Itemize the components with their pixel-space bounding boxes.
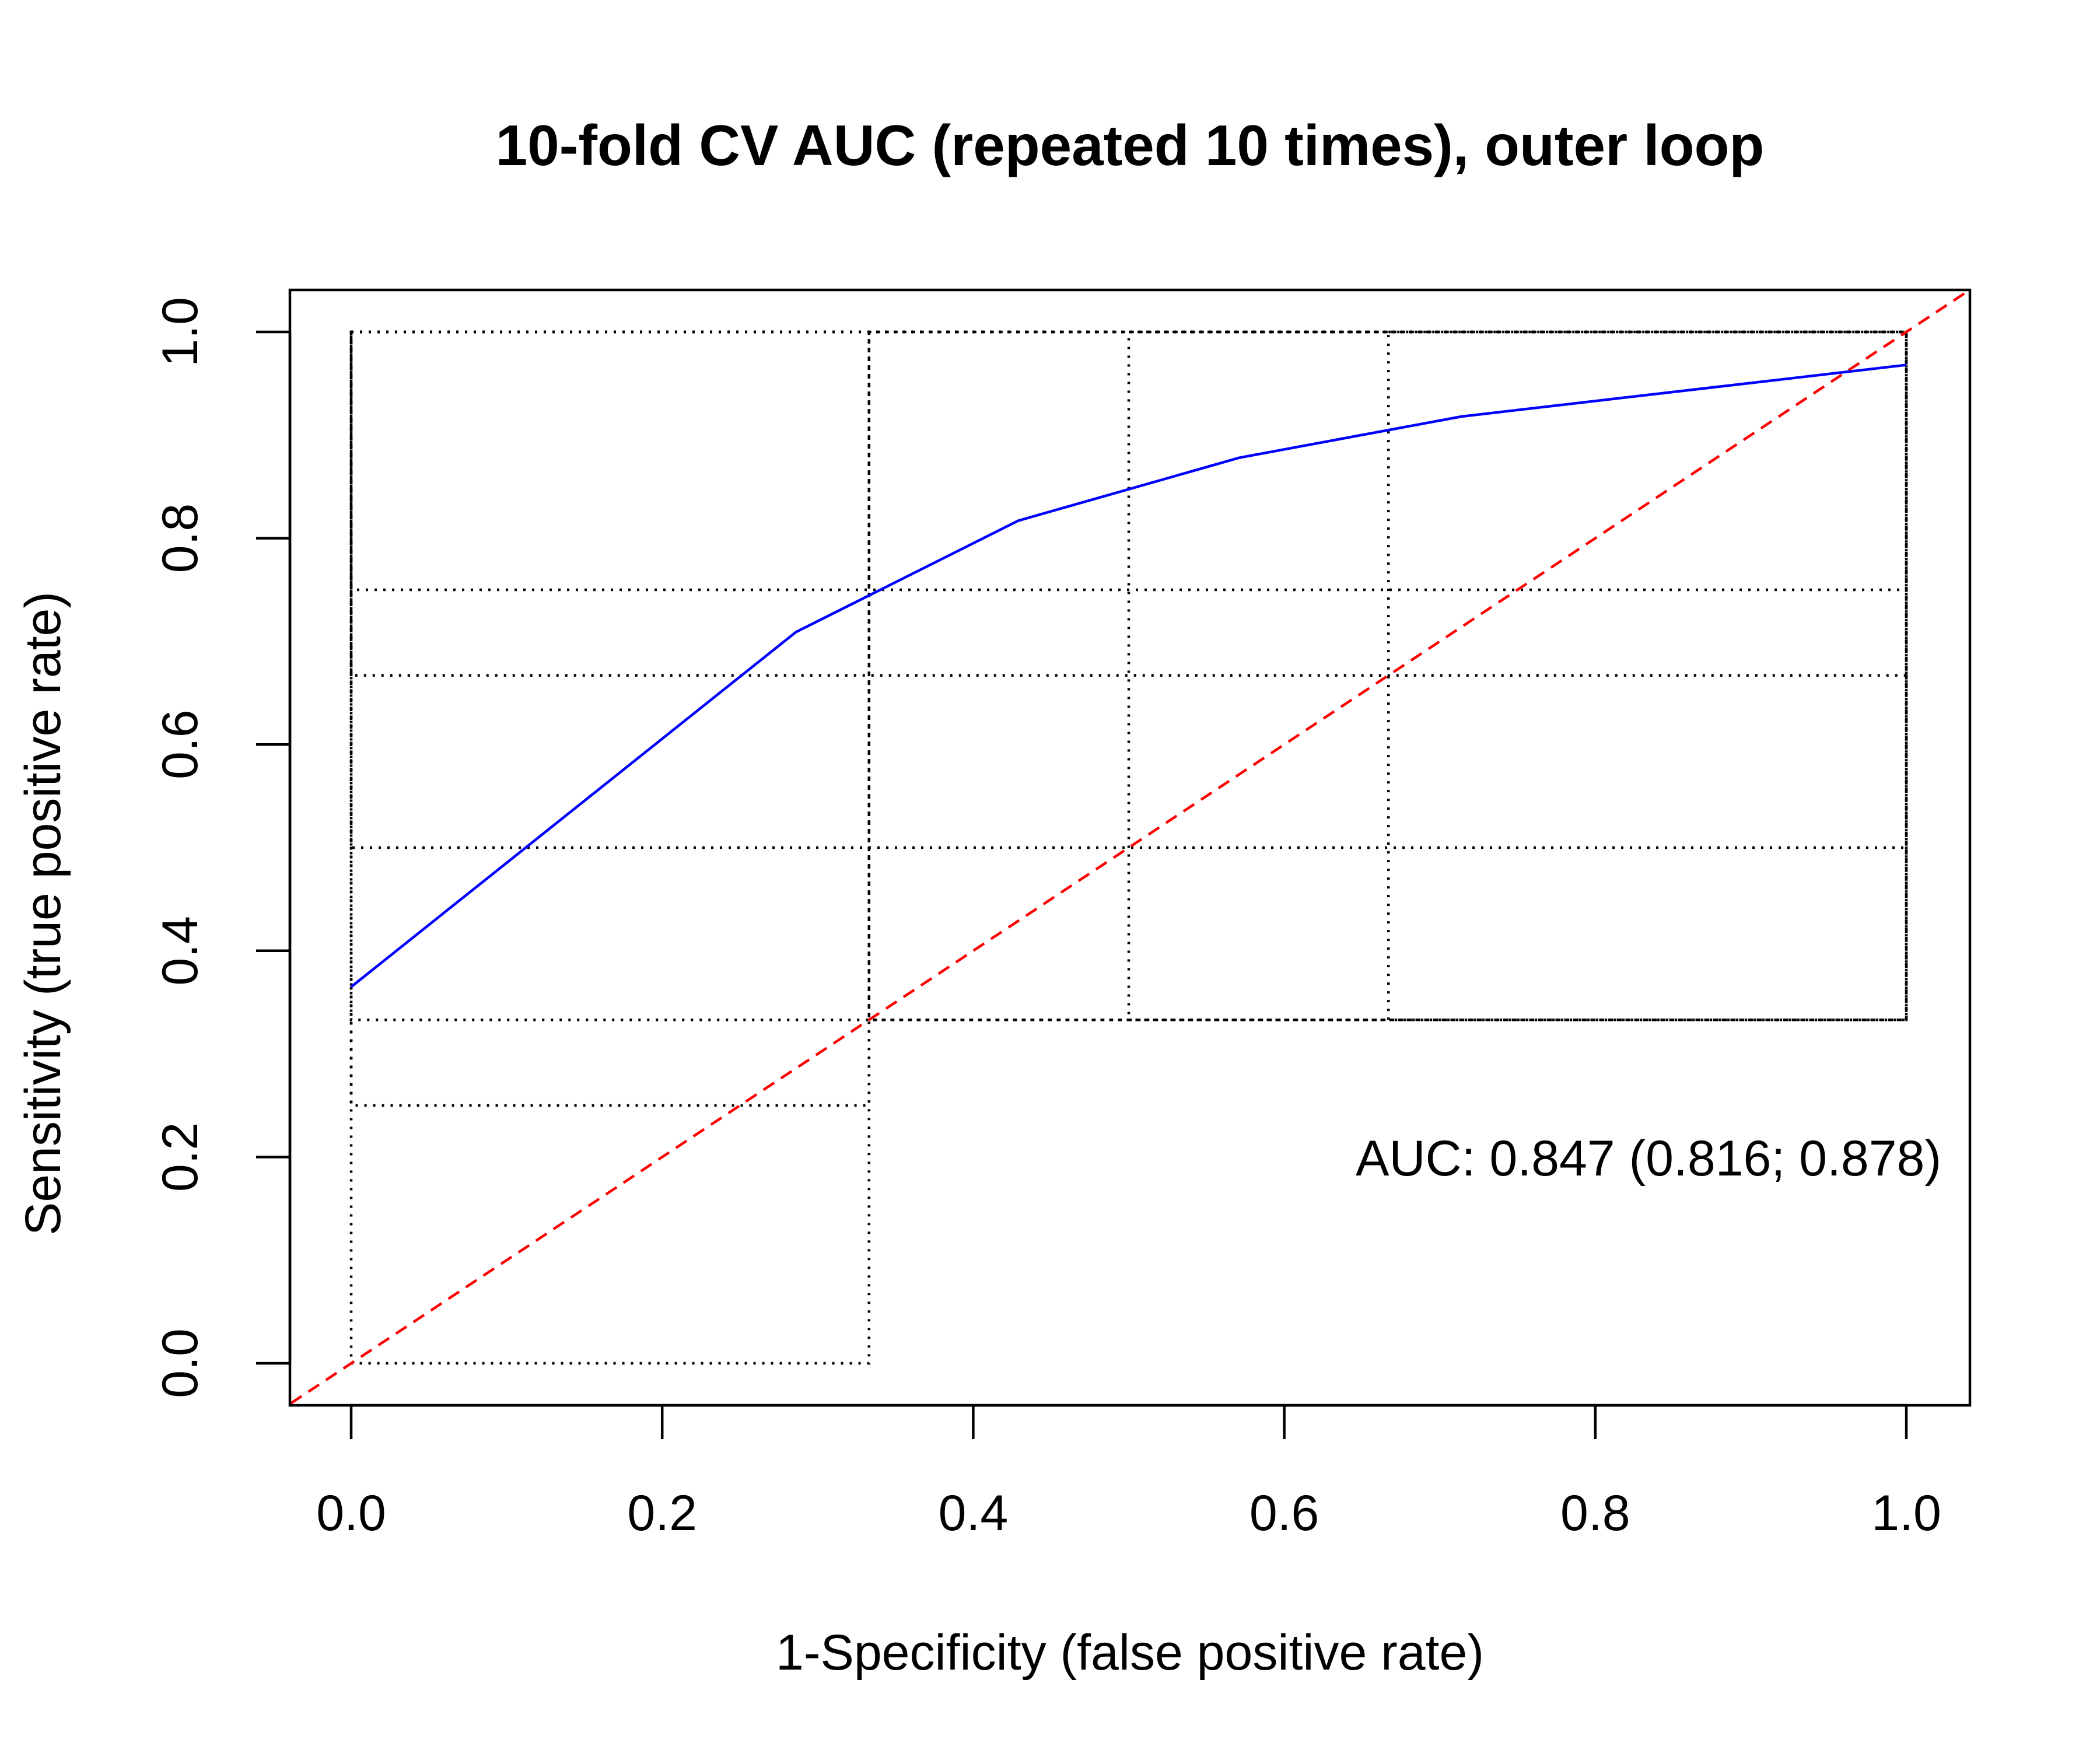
reference-diagonal [290, 290, 1970, 1405]
x-axis: 0.0 0.2 0.4 0.6 0.8 1.0 [316, 1404, 1941, 1541]
y-tick-label: 0.6 [152, 709, 208, 779]
x-axis-label: 1-Specificity (false positive rate) [776, 1625, 1484, 1681]
x-tick-label: 0.6 [1250, 1485, 1320, 1541]
reference-box-7 [1127, 330, 1908, 1021]
roc-series [350, 363, 1907, 988]
x-tick-label: 0.2 [627, 1485, 697, 1541]
reference-diagonal-line [290, 290, 1970, 1405]
x-tick-label: 1.0 [1871, 1485, 1941, 1541]
reference-box-8 [1387, 330, 1908, 1021]
y-tick-label: 1.0 [152, 297, 208, 367]
y-tick-label: 0.2 [152, 1122, 208, 1192]
auc-annotation: AUC: 0.847 (0.816; 0.878) [1356, 1131, 1941, 1187]
y-axis: 0.0 0.2 0.4 0.6 0.8 1.0 [152, 297, 292, 1398]
reference-box-5 [349, 330, 1908, 592]
x-tick-label: 0.8 [1560, 1485, 1630, 1541]
y-tick-label: 0.0 [152, 1328, 208, 1398]
x-tick-label: 0.0 [316, 1485, 386, 1541]
chart-title: 10-fold CV AUC (repeated 10 times), oute… [496, 113, 1764, 177]
reference-box-1 [349, 330, 871, 1107]
reference-box-6 [867, 330, 1908, 1021]
reference-boxes [349, 330, 1908, 1365]
y-axis-label: Sensitivity (true positive rate) [15, 592, 71, 1236]
roc-curve-line [350, 363, 1907, 988]
x-tick-label: 0.4 [939, 1485, 1009, 1541]
y-tick-label: 0.8 [152, 503, 208, 573]
y-tick-label: 0.4 [152, 916, 208, 986]
